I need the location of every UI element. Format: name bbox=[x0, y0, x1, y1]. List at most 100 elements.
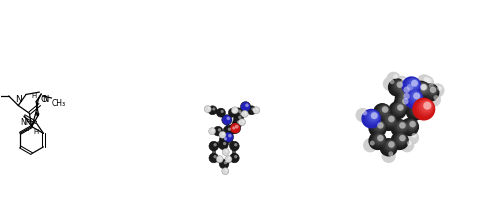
Circle shape bbox=[386, 72, 401, 86]
Circle shape bbox=[414, 98, 434, 118]
Circle shape bbox=[228, 108, 237, 117]
Circle shape bbox=[216, 156, 223, 163]
Circle shape bbox=[411, 104, 422, 116]
Circle shape bbox=[408, 90, 422, 105]
Circle shape bbox=[208, 106, 217, 115]
Circle shape bbox=[384, 114, 396, 126]
Circle shape bbox=[212, 108, 216, 111]
Circle shape bbox=[256, 108, 259, 111]
Circle shape bbox=[394, 95, 412, 113]
Text: ···: ··· bbox=[24, 128, 30, 134]
Circle shape bbox=[415, 82, 430, 96]
Circle shape bbox=[402, 118, 419, 134]
Circle shape bbox=[244, 112, 247, 114]
Circle shape bbox=[400, 85, 411, 97]
Circle shape bbox=[241, 110, 248, 117]
Circle shape bbox=[399, 122, 406, 129]
Circle shape bbox=[388, 116, 395, 122]
Circle shape bbox=[401, 92, 411, 101]
Circle shape bbox=[429, 83, 434, 88]
Circle shape bbox=[368, 132, 387, 150]
Circle shape bbox=[235, 125, 239, 129]
Circle shape bbox=[421, 83, 439, 102]
Circle shape bbox=[398, 84, 412, 98]
Circle shape bbox=[395, 80, 404, 90]
Circle shape bbox=[404, 119, 418, 133]
Circle shape bbox=[236, 111, 244, 120]
Circle shape bbox=[218, 128, 221, 132]
Circle shape bbox=[393, 74, 398, 79]
Circle shape bbox=[231, 107, 239, 114]
Circle shape bbox=[377, 134, 384, 142]
Text: NH: NH bbox=[21, 118, 32, 127]
Circle shape bbox=[390, 79, 395, 84]
Circle shape bbox=[363, 109, 381, 127]
Circle shape bbox=[222, 168, 229, 175]
Circle shape bbox=[399, 134, 406, 142]
Circle shape bbox=[219, 135, 229, 145]
Circle shape bbox=[403, 82, 415, 94]
Circle shape bbox=[411, 97, 417, 102]
Circle shape bbox=[398, 81, 417, 99]
Text: CH₃: CH₃ bbox=[52, 99, 66, 108]
Circle shape bbox=[381, 106, 389, 113]
Circle shape bbox=[371, 112, 378, 119]
Circle shape bbox=[356, 108, 370, 122]
Circle shape bbox=[403, 86, 410, 94]
Circle shape bbox=[390, 119, 409, 137]
Circle shape bbox=[384, 140, 396, 152]
Circle shape bbox=[247, 106, 256, 115]
Circle shape bbox=[396, 121, 407, 132]
Circle shape bbox=[420, 84, 428, 91]
Circle shape bbox=[406, 90, 423, 107]
Circle shape bbox=[419, 83, 428, 93]
Circle shape bbox=[235, 108, 237, 111]
Circle shape bbox=[404, 89, 423, 109]
Circle shape bbox=[412, 133, 417, 138]
Circle shape bbox=[419, 100, 433, 114]
Circle shape bbox=[239, 119, 245, 126]
Circle shape bbox=[404, 87, 410, 93]
Text: N: N bbox=[15, 95, 22, 104]
Circle shape bbox=[368, 119, 387, 137]
Circle shape bbox=[401, 86, 411, 95]
Circle shape bbox=[417, 82, 429, 94]
Circle shape bbox=[402, 76, 421, 96]
Circle shape bbox=[234, 108, 243, 117]
Circle shape bbox=[413, 92, 420, 100]
Circle shape bbox=[229, 141, 239, 151]
Circle shape bbox=[383, 77, 397, 91]
Circle shape bbox=[214, 155, 217, 158]
Circle shape bbox=[399, 135, 406, 141]
Circle shape bbox=[407, 141, 412, 146]
Circle shape bbox=[393, 80, 405, 92]
Circle shape bbox=[406, 102, 424, 121]
Circle shape bbox=[400, 138, 414, 152]
Circle shape bbox=[393, 78, 408, 92]
Circle shape bbox=[396, 81, 404, 88]
Circle shape bbox=[424, 77, 429, 82]
Circle shape bbox=[422, 81, 436, 95]
Circle shape bbox=[375, 121, 384, 131]
Circle shape bbox=[388, 141, 395, 148]
Circle shape bbox=[227, 117, 230, 120]
Circle shape bbox=[396, 81, 403, 88]
Circle shape bbox=[219, 159, 229, 169]
Circle shape bbox=[398, 97, 410, 108]
Circle shape bbox=[412, 98, 435, 121]
Circle shape bbox=[228, 134, 232, 137]
Circle shape bbox=[376, 104, 390, 118]
Circle shape bbox=[373, 103, 392, 121]
Text: H: H bbox=[32, 93, 37, 99]
Circle shape bbox=[209, 141, 218, 151]
Circle shape bbox=[400, 81, 405, 86]
Circle shape bbox=[232, 126, 236, 130]
Circle shape bbox=[379, 113, 398, 131]
Circle shape bbox=[397, 134, 407, 143]
Circle shape bbox=[212, 129, 215, 131]
Circle shape bbox=[391, 79, 405, 93]
Circle shape bbox=[414, 81, 430, 98]
Circle shape bbox=[370, 132, 386, 149]
Circle shape bbox=[400, 91, 411, 103]
Circle shape bbox=[225, 156, 232, 163]
